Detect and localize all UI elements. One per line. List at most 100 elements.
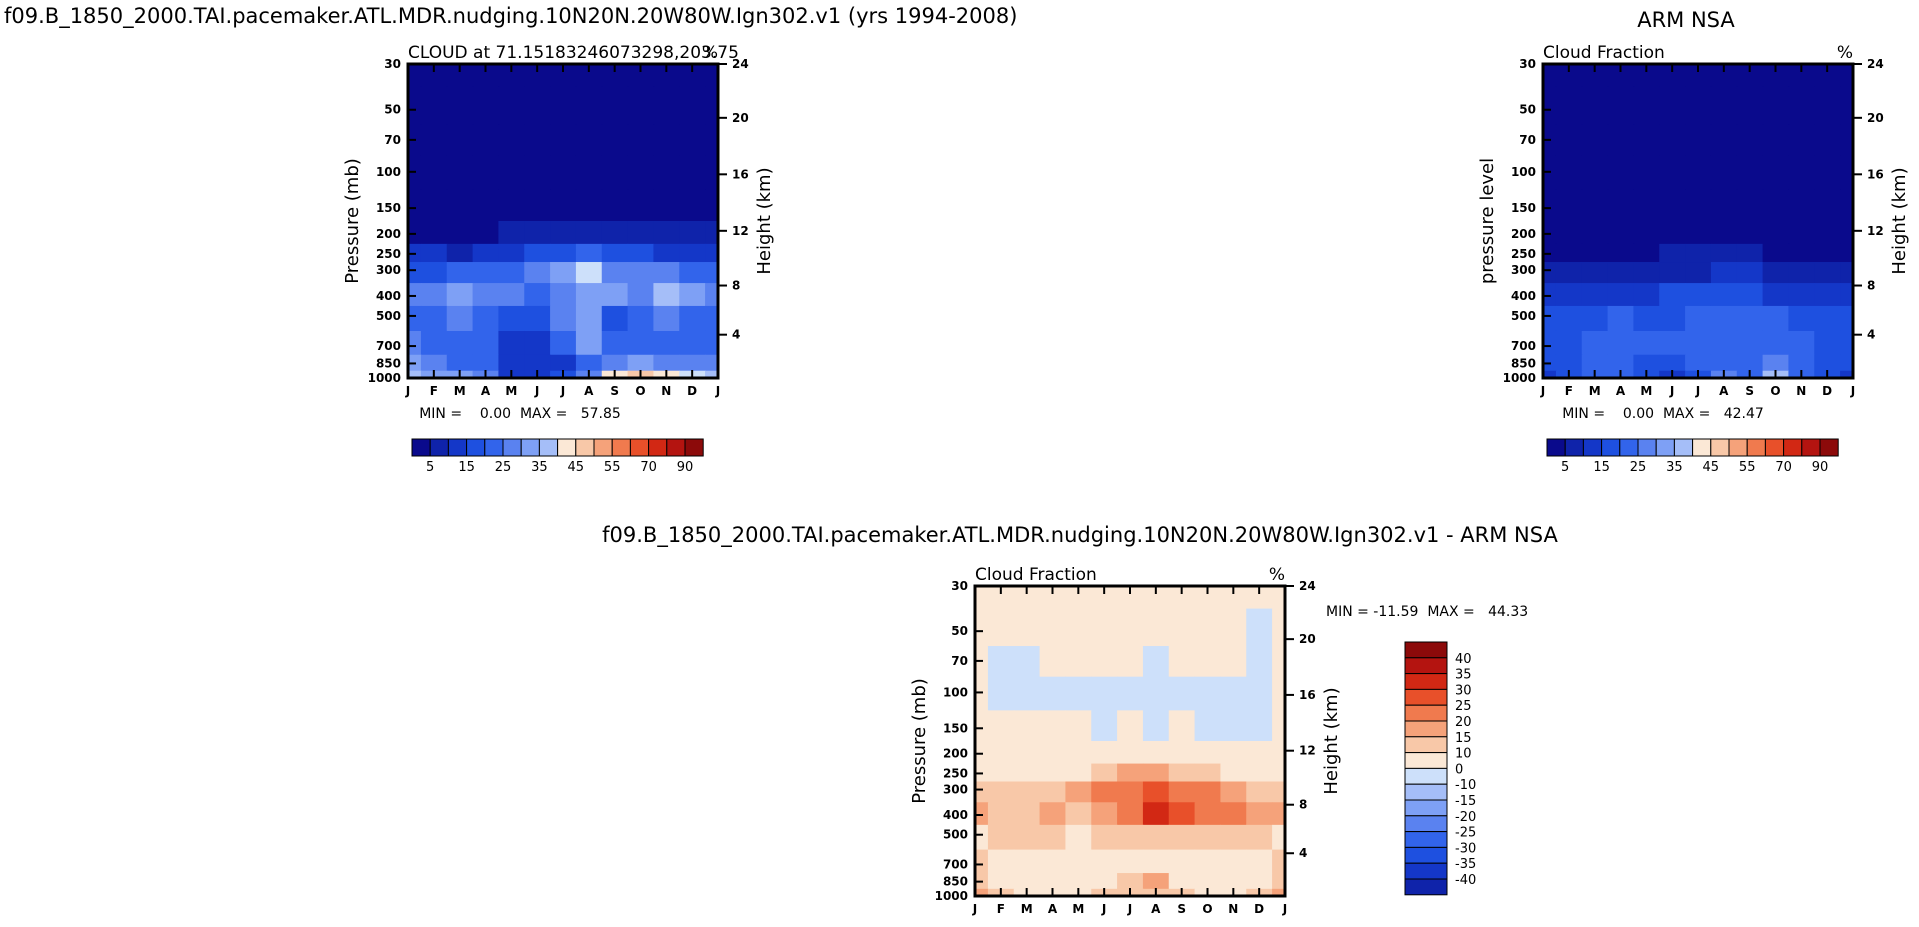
colorbar-label: 10 — [1455, 747, 1472, 762]
heatmap-cell — [1555, 262, 1583, 284]
heatmap-cell — [1607, 330, 1635, 356]
y-tick-label: 50 — [384, 103, 401, 117]
heatmap-cell — [498, 189, 525, 222]
heatmap-cell — [679, 221, 706, 245]
heatmap-cell — [498, 221, 525, 245]
heatmap-cell — [987, 873, 1015, 890]
heatmap-cell — [1272, 710, 1286, 742]
heatmap-cell — [472, 243, 500, 263]
heatmap-cell — [987, 824, 1015, 851]
x-tick-label: J — [1540, 384, 1545, 398]
heatmap-cell — [408, 86, 422, 126]
heatmap-cell — [679, 86, 706, 126]
x-tick-label: M — [1589, 384, 1601, 398]
heatmap-cell — [1633, 283, 1660, 307]
heatmap-cell — [1710, 330, 1738, 356]
heatmap-cell — [975, 741, 989, 765]
heatmap-cell — [975, 676, 989, 711]
heatmap-cell — [550, 243, 577, 263]
heatmap-cell — [1246, 781, 1273, 803]
heatmap-cell — [1168, 763, 1196, 783]
heatmap-cell — [975, 710, 989, 742]
heatmap-cell — [1039, 781, 1067, 803]
colorbar-label: 15 — [458, 460, 475, 475]
heatmap-cell — [679, 305, 706, 332]
y-tick-label: 250 — [943, 766, 968, 780]
heatmap-cell — [1142, 710, 1170, 742]
heatmap-cell — [472, 354, 500, 372]
colorbar-box — [1582, 438, 1603, 457]
heatmap-cell — [1013, 824, 1041, 851]
heatmap-cell — [446, 64, 474, 88]
heatmap-cell — [1117, 676, 1144, 711]
heatmap-cell — [408, 370, 422, 379]
heatmap-cell — [1685, 86, 1712, 126]
colorbar-label: -10 — [1455, 778, 1476, 793]
heatmap-cell — [1736, 283, 1764, 307]
y-tick-label: 200 — [376, 227, 401, 241]
y2-tick-label: 20 — [1867, 111, 1884, 125]
colorbar-box — [1601, 438, 1621, 457]
heatmap-cell — [1710, 305, 1738, 332]
colorbar-box — [466, 438, 486, 457]
heatmap-cell — [1142, 608, 1170, 647]
heatmap-cell — [601, 262, 629, 284]
y-tick-label: 200 — [1511, 227, 1536, 241]
heatmap-cell — [1710, 354, 1738, 372]
heatmap-cell — [1555, 86, 1583, 126]
heatmap-cell — [472, 189, 500, 222]
min-max-label: MIN = 0.00 MAX = 42.47 — [1562, 406, 1764, 422]
heatmap-cell — [550, 330, 577, 356]
heatmap-cell — [1039, 608, 1067, 647]
heatmap-cell — [601, 189, 629, 222]
heatmap-cell — [627, 64, 655, 88]
heatmap-cell — [601, 283, 629, 307]
x-tick-label: A — [1151, 902, 1161, 916]
heatmap-cell — [1117, 873, 1144, 890]
heatmap-cell — [1659, 330, 1686, 356]
heatmap-cell — [1659, 305, 1686, 332]
colorbar-box — [538, 438, 559, 457]
colorbar-box — [1404, 767, 1448, 785]
colorbar-box — [1637, 438, 1657, 457]
colorbar-box — [1404, 704, 1448, 722]
heatmap-cell — [653, 64, 680, 88]
heatmap-cell — [1840, 370, 1854, 379]
heatmap-cell — [420, 155, 448, 191]
y2-tick-label: 16 — [1299, 688, 1316, 702]
colorbar-box — [1655, 438, 1675, 457]
heatmap-cell — [1659, 354, 1686, 372]
y-tick-label: 700 — [376, 339, 401, 353]
heatmap-cell — [472, 86, 500, 126]
heatmap-cell — [420, 86, 448, 126]
heatmap-cell — [1543, 262, 1557, 284]
colorbar-box — [429, 438, 449, 457]
heatmap-cell — [1814, 221, 1841, 245]
x-tick-label: F — [997, 902, 1005, 916]
heatmap-cell — [550, 124, 577, 157]
heatmap-cell — [987, 676, 1015, 711]
y2-tick-label: 4 — [1867, 328, 1875, 342]
heatmap-cell — [1091, 781, 1118, 803]
heatmap-cell — [446, 283, 474, 307]
heatmap-cell — [1168, 586, 1196, 610]
heatmap-cell — [1633, 305, 1660, 332]
heatmap-cell — [498, 305, 525, 332]
heatmap-cell — [1736, 305, 1764, 332]
heatmap-cell — [1220, 873, 1247, 890]
heatmap-cell — [1168, 646, 1196, 678]
y2-tick-label: 12 — [732, 224, 749, 238]
main-title: f09.B_1850_2000.TAI.pacemaker.ATL.MDR.nu… — [4, 4, 1018, 28]
heatmap-cell — [1091, 824, 1118, 851]
colorbar-label: 15 — [1593, 460, 1610, 475]
x-tick-label: J — [1669, 384, 1674, 398]
heatmap-cell — [1736, 189, 1764, 222]
heatmap-cell — [1840, 221, 1854, 245]
colorbar-box — [502, 438, 522, 457]
heatmap-cell — [420, 354, 448, 372]
heatmap-cell — [679, 330, 706, 356]
heatmap-cell — [1607, 354, 1635, 372]
colorbar-label: 35 — [531, 460, 548, 475]
heatmap-cell — [1555, 155, 1583, 191]
x-tick-label: O — [1202, 902, 1212, 916]
